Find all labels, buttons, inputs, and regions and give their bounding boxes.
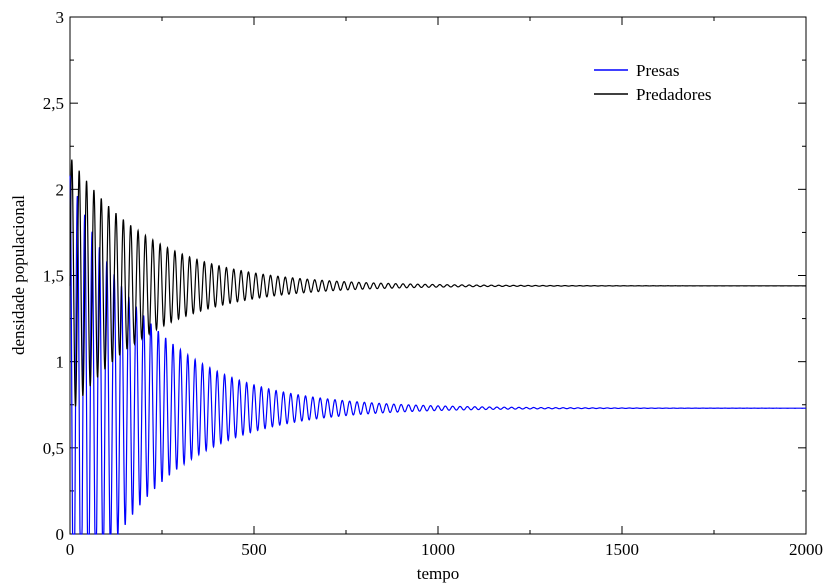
y-tick-label: 0,5 (43, 439, 64, 458)
x-axis-title: tempo (417, 564, 460, 583)
legend-label-predadores: Predadores (636, 85, 712, 104)
y-tick-label: 3 (56, 8, 65, 27)
y-tick-label: 2,5 (43, 94, 64, 113)
y-axis-title: densidade populacional (9, 195, 28, 355)
x-tick-label: 500 (241, 540, 267, 559)
series-line-presas (69, 175, 806, 535)
y-tick-label: 1 (56, 353, 65, 372)
x-tick-label: 2000 (789, 540, 823, 559)
series-line-predadores (69, 159, 806, 407)
legend: Presas Predadores (594, 61, 712, 104)
axis-ticks: 0 500 1000 1500 2000 0 0,5 1 1,5 2 2,5 3 (43, 8, 823, 559)
y-tick-label: 2 (56, 180, 65, 199)
y-tick-label: 0 (56, 525, 65, 544)
x-tick-label: 1000 (421, 540, 455, 559)
series-lines (69, 159, 806, 535)
legend-label-presas: Presas (636, 61, 679, 80)
y-tick-label: 1,5 (43, 267, 64, 286)
x-tick-label: 1500 (605, 540, 639, 559)
x-tick-label: 0 (66, 540, 75, 559)
